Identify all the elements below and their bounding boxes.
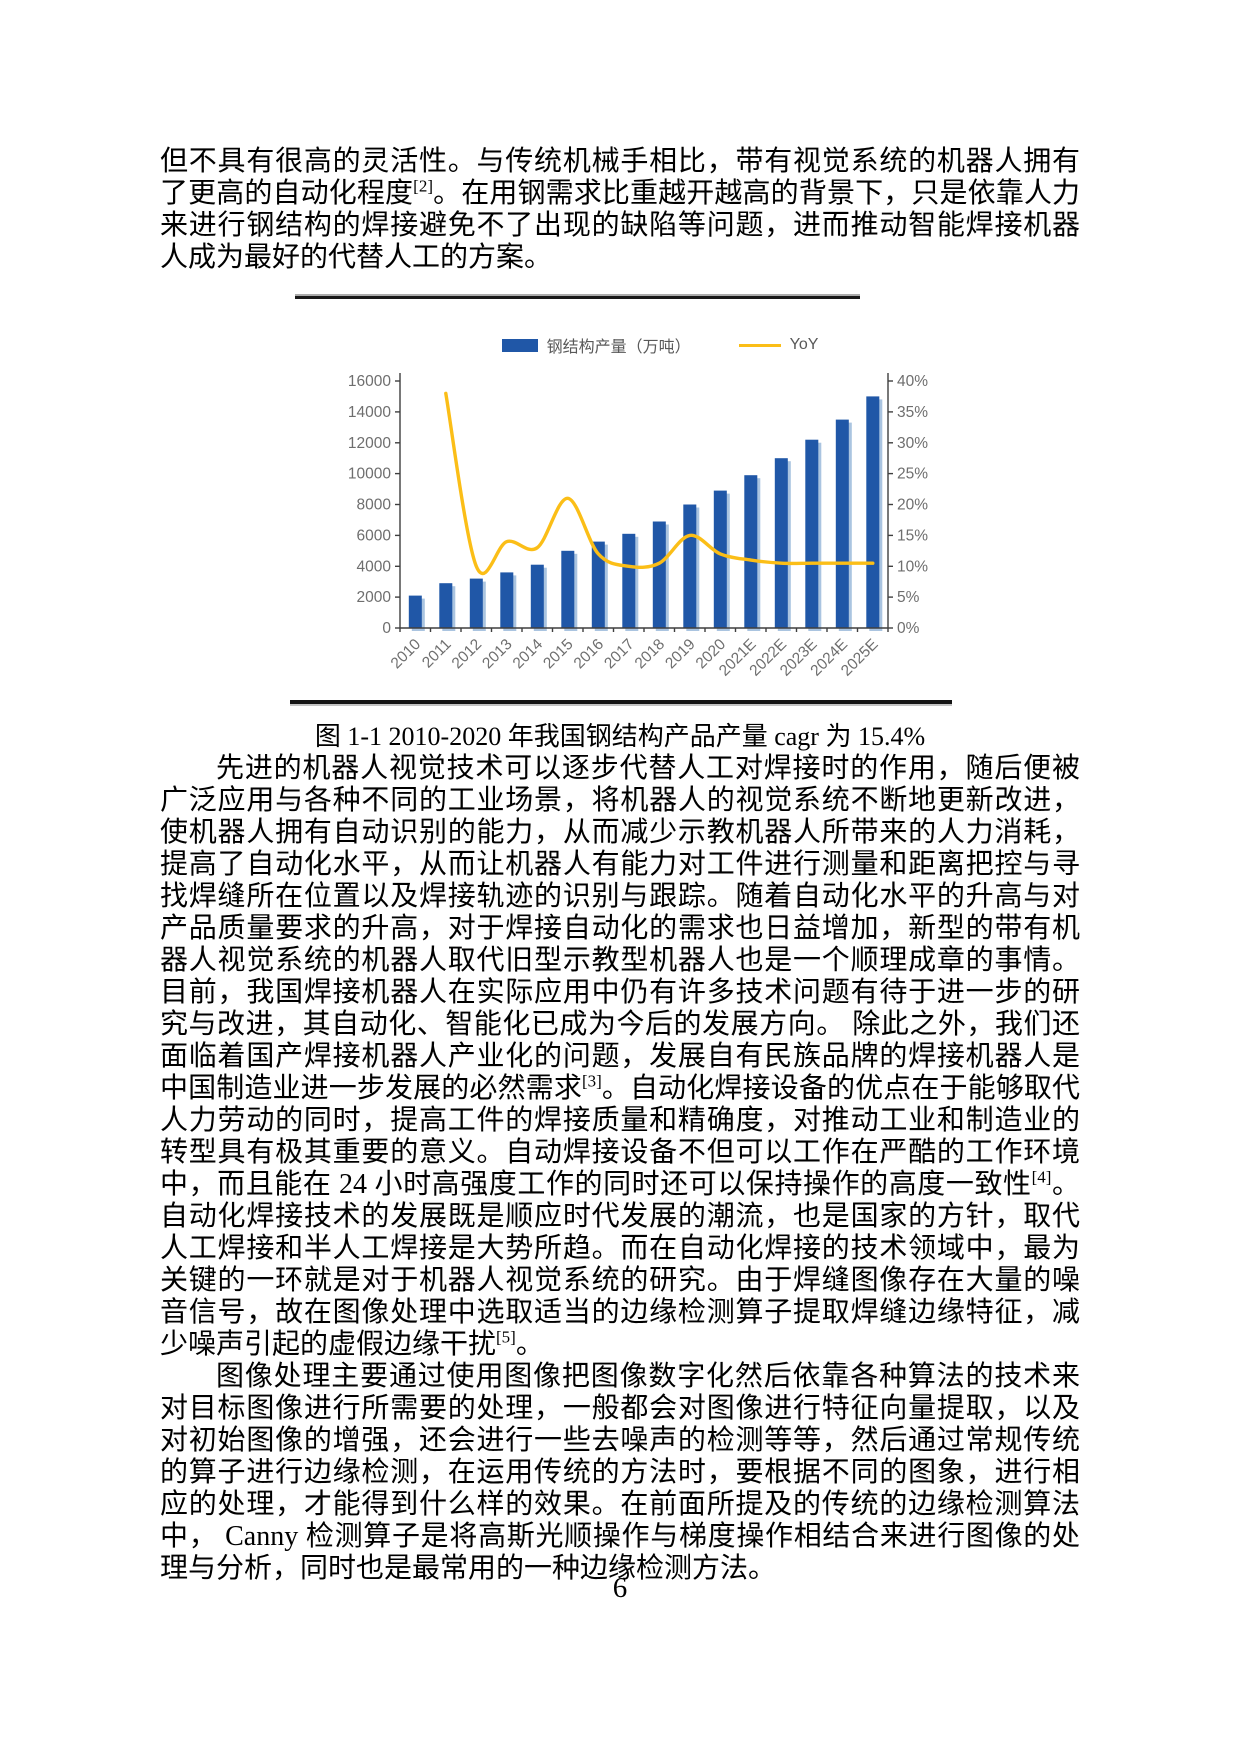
svg-text:2011: 2011 xyxy=(419,636,455,672)
x-axis-labels: 2010201120122013201420152016201720182019… xyxy=(388,636,882,680)
svg-text:25%: 25% xyxy=(897,466,928,483)
chart-legend: 钢结构产量（万吨） YoY xyxy=(330,334,990,356)
svg-text:4000: 4000 xyxy=(357,558,392,575)
left-axis-labels: 16000 14000 12000 10000 8000 6000 4000 2000 0 xyxy=(348,373,391,637)
paragraph-3: 图像处理主要通过使用图像把图像数字化然后依靠各种算法的技术来对目标图像进行所需要… xyxy=(160,1361,1080,1585)
svg-text:2014: 2014 xyxy=(510,636,547,673)
citation-ref-2: [2] xyxy=(413,176,433,196)
legend-label-production: 钢结构产量（万吨） xyxy=(546,339,691,356)
body-text-block: 先进的机器人视觉技术可以逐步代替人工对焊接时的作用，随后便被广泛应用与各种不同的… xyxy=(160,753,1080,1585)
svg-text:2019: 2019 xyxy=(662,636,698,672)
svg-text:16000: 16000 xyxy=(348,373,391,390)
svg-text:8000: 8000 xyxy=(357,497,392,514)
paragraph-2: 先进的机器人视觉技术可以逐步代替人工对焊接时的作用，随后便被广泛应用与各种不同的… xyxy=(160,753,1080,1361)
svg-text:2013: 2013 xyxy=(479,636,515,672)
svg-text:2010: 2010 xyxy=(388,636,425,673)
legend-line-swatch xyxy=(738,343,781,347)
rule-black-line xyxy=(295,296,860,299)
svg-text:12000: 12000 xyxy=(348,435,391,452)
svg-text:2018: 2018 xyxy=(632,636,668,672)
svg-text:2015: 2015 xyxy=(540,636,576,672)
paragraph-2-text-cont: 。自动化焊接设备的优点在于能够取代人力劳动的同时，提高工件的焊接质量和精确度，对… xyxy=(160,1073,1080,1200)
svg-text:2000: 2000 xyxy=(357,589,392,606)
svg-text:6000: 6000 xyxy=(357,527,392,544)
svg-text:30%: 30% xyxy=(897,435,928,452)
svg-text:20%: 20% xyxy=(897,497,928,514)
svg-text:10%: 10% xyxy=(897,558,928,575)
svg-text:35%: 35% xyxy=(897,404,928,421)
figure-top-rule xyxy=(295,294,860,299)
chart-axes xyxy=(395,373,893,632)
paragraph-1: 但不具有很高的灵活性。与传统机械手相比，带有视觉系统的机器人拥有了更高的自动化程… xyxy=(160,146,1080,274)
svg-text:40%: 40% xyxy=(897,373,928,390)
paragraph-1-text-cont: 。在用钢需求比重越开越高的背景下，只是依靠人力来进行钢结构的焊接避免不了出现的缺… xyxy=(160,178,1080,273)
paragraph-1-text: 但不具有很高的灵活性。与传统机械手相比，带有视觉系统的机器人拥有了更高的自动化程… xyxy=(160,146,1080,209)
svg-text:0%: 0% xyxy=(897,620,920,637)
legend-item-production: 钢结构产量（万吨） xyxy=(501,333,691,357)
figure-1-1: 钢结构产量（万吨） YoY 16000 14000 12000 10000 8000 60… xyxy=(0,292,1240,762)
citation-ref-4: [4] xyxy=(1031,1167,1052,1187)
rule-gray-line xyxy=(295,294,860,296)
rule-black-line xyxy=(290,700,952,704)
page-number: 6 xyxy=(612,1572,628,1604)
svg-text:2012: 2012 xyxy=(449,636,485,672)
svg-text:15%: 15% xyxy=(897,527,928,544)
rule-gray-line xyxy=(290,704,952,706)
legend-label-yoy: YoY xyxy=(789,336,819,353)
figure-bottom-rule xyxy=(290,700,952,706)
right-axis-labels: 40% 35% 30% 25% 20% 15% 10% 5% 0% xyxy=(897,373,928,637)
figure-caption: 图 1-1 2010-2020 年我国钢结构产品产量 cagr 为 15.4% xyxy=(314,722,926,751)
bar-series xyxy=(408,396,883,631)
citation-ref-5: [5] xyxy=(496,1327,516,1347)
svg-text:2017: 2017 xyxy=(601,636,637,672)
svg-text:10000: 10000 xyxy=(348,466,391,483)
citation-ref-3: [3] xyxy=(581,1071,602,1091)
paragraph-2-text-cont2: 。自动化焊接技术的发展既是顺应时代发展的潮流，也是国家的方针，取代人工焊接和半人… xyxy=(160,1169,1080,1360)
yoy-line xyxy=(444,391,875,576)
svg-text:5%: 5% xyxy=(897,589,920,606)
paragraph-2-text: 先进的机器人视觉技术可以逐步代替人工对焊接时的作用，随后便被广泛应用与各种不同的… xyxy=(160,753,1080,1104)
svg-text:14000: 14000 xyxy=(348,404,391,421)
legend-item-yoy: YoY xyxy=(738,336,819,354)
svg-text:0: 0 xyxy=(382,620,391,637)
legend-bar-swatch xyxy=(501,338,538,352)
svg-text:2016: 2016 xyxy=(571,636,607,672)
steel-production-chart: 16000 14000 12000 10000 8000 6000 4000 2000 0 40%… xyxy=(348,373,928,680)
paragraph-2-text-end: 。 xyxy=(515,1329,544,1360)
paragraph-3-text: 图像处理主要通过使用图像把图像数字化然后依靠各种算法的技术来对目标图像进行所需要… xyxy=(160,1361,1080,1584)
